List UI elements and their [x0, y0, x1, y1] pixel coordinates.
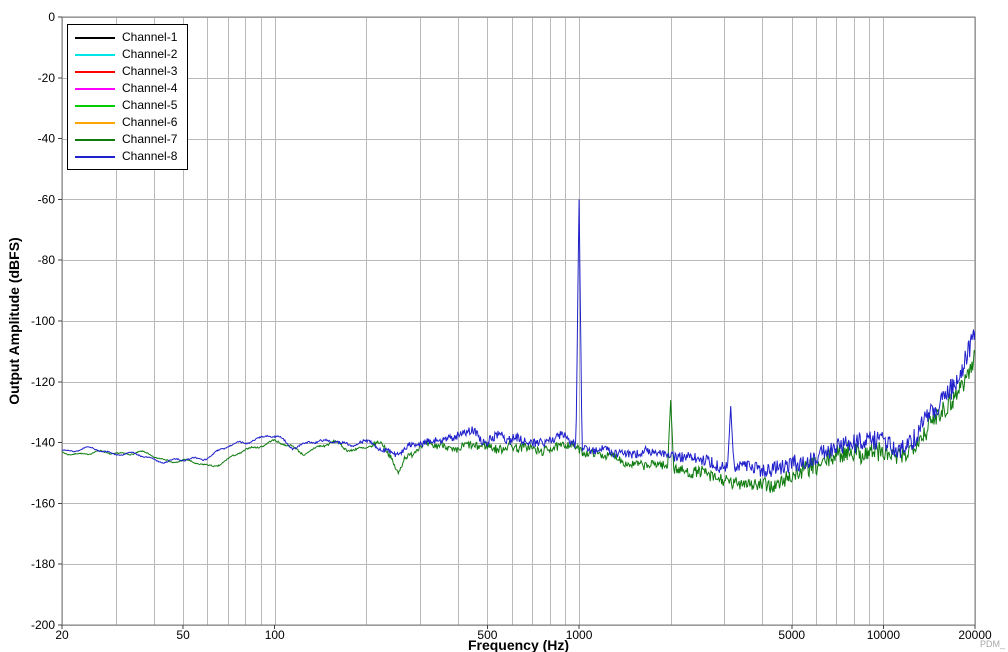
y-tick-label: -20	[38, 71, 56, 85]
legend-swatch	[75, 104, 115, 107]
x-tick-label: 20000	[958, 628, 992, 642]
legend-label: Channel-2	[122, 47, 178, 61]
legend-swatch	[75, 138, 115, 141]
legend-entry-channel-1: Channel-1	[75, 29, 177, 46]
legend-entry-channel-8: Channel-8	[75, 148, 177, 165]
legend-entry-channel-3: Channel-3	[75, 63, 177, 80]
legend-entry-channel-4: Channel-4	[75, 80, 177, 97]
x-tick-label: 100	[265, 628, 285, 642]
legend-label: Channel-8	[122, 149, 178, 163]
y-tick-label: -180	[31, 557, 55, 571]
legend: Channel-1 Channel-2 Channel-3 Channel-4 Chan…	[67, 24, 189, 170]
legend-swatch	[75, 155, 115, 158]
x-tick-label: 1000	[566, 628, 593, 642]
legend-swatch	[75, 121, 115, 124]
legend-label: Channel-7	[122, 132, 178, 146]
y-tick-label: -80	[38, 253, 56, 267]
legend-entry-channel-5: Channel-5	[75, 97, 177, 114]
legend-label: Channel-5	[122, 98, 178, 112]
legend-entry-channel-6: Channel-6	[75, 114, 177, 131]
legend-label: Channel-6	[122, 115, 178, 129]
x-tick-label: 10000	[867, 628, 901, 642]
legend-label: Channel-4	[122, 81, 178, 95]
x-tick-label: 20	[55, 628, 69, 642]
y-tick-label: -160	[31, 496, 55, 510]
axis-ticks: 20 50 100 500 1000 5000 10000 20000 0 -20 -40 -60 -8…	[31, 10, 992, 642]
y-tick-label: -60	[38, 192, 56, 206]
series-Channel-8	[62, 199, 975, 478]
legend-swatch	[75, 70, 115, 73]
y-tick-label: 0	[48, 10, 55, 24]
y-tick-label: -100	[31, 314, 55, 328]
x-tick-label: 5000	[778, 628, 805, 642]
y-axis-title: Output Amplitude (dBFS)	[6, 237, 22, 405]
watermark: PDM_	[979, 639, 1005, 649]
x-tick-label: 50	[176, 628, 190, 642]
series-Channel-7	[62, 350, 975, 494]
y-tick-label: -120	[31, 375, 55, 389]
legend-swatch	[75, 53, 115, 56]
legend-swatch	[75, 36, 115, 39]
legend-entry-channel-2: Channel-2	[75, 46, 177, 63]
y-tick-label: -40	[38, 132, 56, 146]
y-tick-label: -140	[31, 436, 55, 450]
x-tick-label: 500	[477, 628, 497, 642]
legend-entry-channel-7: Channel-7	[75, 131, 177, 148]
legend-swatch	[75, 87, 115, 90]
y-tick-label: -200	[31, 618, 55, 632]
legend-label: Channel-1	[122, 30, 178, 44]
grid	[62, 17, 976, 626]
legend-label: Channel-3	[122, 64, 178, 78]
x-axis-title: Frequency (Hz)	[467, 637, 570, 652]
